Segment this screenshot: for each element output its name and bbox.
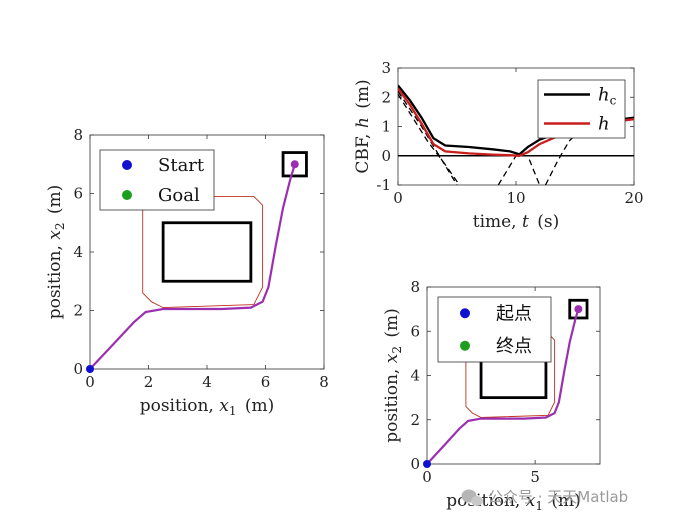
y-tick-label: 8 bbox=[73, 126, 83, 144]
x-tick-label: 20 bbox=[624, 189, 643, 207]
trajectory-line bbox=[426, 308, 580, 465]
safe-set-boundary bbox=[142, 195, 264, 309]
y-tick-label: 0 bbox=[73, 360, 83, 378]
y-tick-label: 2 bbox=[73, 302, 83, 320]
x-tick-label: 0 bbox=[85, 373, 95, 391]
x-tick-label: 0 bbox=[393, 189, 403, 207]
legend-goal-label: 终点 bbox=[496, 336, 532, 357]
y-tick-label: 6 bbox=[73, 185, 83, 203]
legend-goal-marker bbox=[122, 190, 132, 200]
y-tick-label: -1 bbox=[376, 176, 391, 194]
y-tick-label: 0 bbox=[381, 147, 391, 165]
y-tick-label: 8 bbox=[410, 278, 420, 296]
start-point bbox=[86, 365, 94, 373]
legend-start-label: 起点 bbox=[496, 303, 532, 324]
watermark: 公众号 · 天天Matlab bbox=[461, 488, 628, 506]
y-axis-label: position, x2 (m) bbox=[382, 308, 404, 443]
trajectory-line bbox=[89, 163, 296, 370]
y-tick-label: 2 bbox=[381, 88, 391, 106]
x-tick-label: 8 bbox=[319, 373, 329, 391]
goal-point bbox=[574, 305, 583, 314]
legend-start-marker bbox=[460, 308, 470, 319]
legend-goal-marker bbox=[460, 340, 470, 351]
wechat-icon bbox=[461, 489, 483, 506]
y-tick-label: 3 bbox=[381, 59, 391, 77]
goal-region-box bbox=[281, 151, 308, 178]
x-tick-label: 0 bbox=[422, 468, 432, 486]
legend-goal-label: Goal bbox=[158, 185, 200, 206]
legend-h-label: h bbox=[598, 114, 610, 135]
goal-point bbox=[290, 160, 299, 169]
x-tick-label: 4 bbox=[202, 373, 212, 391]
legend: hch bbox=[537, 79, 626, 139]
x-axis-label: time, t (s) bbox=[473, 212, 560, 232]
goal-region-box bbox=[568, 298, 589, 320]
watermark-text: 公众号 · 天天Matlab bbox=[488, 488, 628, 506]
x-tick-label: 2 bbox=[144, 373, 154, 391]
legend-start-marker bbox=[122, 160, 132, 170]
y-tick-label: 1 bbox=[381, 118, 391, 136]
y-tick-label: 6 bbox=[410, 322, 420, 340]
component-cbf-dashed bbox=[544, 128, 582, 185]
y-axis-label: CBF, h (m) bbox=[353, 79, 373, 173]
y-tick-label: 0 bbox=[410, 455, 420, 473]
y-tick-label: 4 bbox=[73, 243, 83, 261]
y-tick-label: 2 bbox=[410, 411, 420, 429]
y-tick-label: 4 bbox=[410, 367, 420, 385]
component-cbf-dashed bbox=[398, 91, 458, 185]
obstacle-rect bbox=[161, 221, 253, 283]
legend-box bbox=[99, 149, 215, 211]
legend-box bbox=[437, 296, 552, 363]
x-tick-label: 6 bbox=[261, 373, 271, 391]
legend-box bbox=[537, 79, 626, 139]
x-tick-label: 5 bbox=[530, 468, 540, 486]
wechat-bubble-small bbox=[471, 496, 483, 506]
legend: Start Goal bbox=[99, 149, 215, 211]
x-axis-label: position, x1 (m) bbox=[140, 396, 275, 418]
y-axis-label: position, x2 (m) bbox=[45, 185, 67, 320]
start-point bbox=[423, 460, 431, 468]
x-tick-label: 10 bbox=[506, 189, 525, 207]
chart-trajectory-main: 0 2 4 6 8 0 2 4 6 8 position, x1 (m) position, x2 (… bbox=[45, 126, 329, 418]
legend-start-label: Start bbox=[158, 155, 205, 176]
